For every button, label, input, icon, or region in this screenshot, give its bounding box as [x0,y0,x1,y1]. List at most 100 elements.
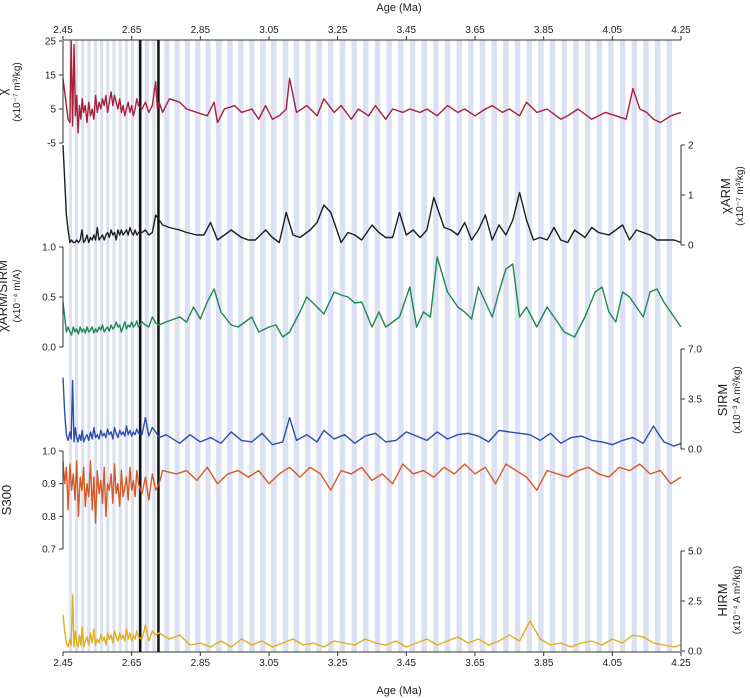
band-27 [305,40,311,652]
y-tick-label-s300-3: 0.7 [42,545,56,556]
band-29 [328,40,334,652]
x-tick-label-bottom-3: 3.05 [259,658,279,669]
y-tick-label-chi-2: 5 [50,105,56,116]
x-tick-label-bottom-0: 2.45 [53,658,73,669]
band-47 [538,40,544,652]
band-22 [249,40,255,652]
band-16 [184,40,191,652]
y-tick-label-sirm-0: 7.0 [688,345,702,356]
band-54 [619,40,626,652]
series-line-chi [62,40,682,134]
panel-label-text-sirm: SIRM [715,384,730,417]
band-46 [526,40,532,652]
x-tick-label-bottom-2: 2.85 [191,658,211,669]
band-28 [316,40,322,652]
band-48 [549,40,556,652]
plot-frame [63,39,681,653]
series-line-s300 [62,460,682,524]
band-58 [666,40,673,652]
series-line-sirm [62,377,682,447]
band-37 [421,40,427,652]
panel-label-text-chi_arm_sirm: χARM/SIRM [0,260,10,332]
panel-label-text-s300: S300 [0,485,14,515]
x-tick-label-bottom-7: 3.85 [534,658,554,669]
background-bands [69,40,673,652]
y-tick-label-hirm-0: 5.0 [688,547,702,558]
y-tick-label-sirm-1: 3.5 [688,395,702,406]
band-53 [608,40,614,652]
band-1 [75,40,79,652]
x-tick-label-bottom-5: 3.45 [397,658,417,669]
band-15 [174,40,180,652]
band-42 [479,40,486,652]
y-tick-label-chi_arm_sirm-1: 0.5 [42,293,56,304]
panel-label-text-chi_arm: χARM [718,178,733,214]
band-41 [468,40,474,652]
series-lines [62,40,682,648]
panel-label-text-hirm: HIRM [715,583,730,616]
panel-unit-chi_arm_sirm: (x10⁻⁴ m/A) [12,270,23,323]
band-24 [271,40,277,652]
band-7 [112,40,116,652]
band-6 [106,40,110,652]
x-tick-label-bottom-6: 3.65 [465,658,485,669]
band-34 [386,40,392,652]
band-26 [293,40,300,652]
band-4 [93,40,97,652]
band-33 [374,40,381,652]
panel-unit-hirm: (x10⁻⁴ A m²/kg) [732,566,743,634]
y-tick-label-chi_arm_sirm-0: 1.0 [42,243,56,254]
band-12 [144,40,149,652]
band-13 [152,40,156,652]
band-21 [238,40,244,652]
series-line-chi_arm [62,144,682,244]
y-tick-label-chi_arm-0: 2 [688,141,694,152]
series-line-hirm [62,594,682,648]
band-32 [363,40,369,652]
band-18 [205,40,211,652]
band-14 [164,40,170,652]
band-9 [124,40,128,652]
x-tick-label-bottom-4: 3.25 [328,658,348,669]
band-40 [456,40,462,652]
y-tick-label-sirm-2: 0.0 [688,445,702,456]
band-44 [503,40,509,652]
band-5 [100,40,104,652]
y-tick-label-chi_arm_sirm-2: 0.0 [42,343,56,354]
band-11 [137,40,140,652]
x-tick-label-top-7: 3.85 [534,25,554,36]
band-30 [339,40,346,652]
panel-label-chi: χ(x10⁻⁷ m³/kg) [0,62,23,121]
band-52 [596,40,603,652]
y-tick-label-hirm-1: 2.5 [688,597,702,608]
x-tick-label-bottom-9: 4.25 [671,658,691,669]
band-17 [195,40,201,652]
band-51 [584,40,591,652]
band-2 [81,40,85,652]
x-tick-label-top-1: 2.65 [122,25,142,36]
panel-label-chi_arm_sirm: χARM/SIRM (x10⁻⁴ m/A) [0,260,23,332]
band-3 [87,40,91,652]
x-axis-title-bottom: Age (Ma) [376,685,421,697]
panel-unit-sirm: (x10⁻³ A m²/kg) [732,366,743,434]
x-tick-label-bottom-8: 4.05 [603,658,623,669]
y-tick-label-chi-1: 15 [45,71,57,82]
band-20 [227,40,233,652]
band-23 [260,40,266,652]
band-19 [215,40,222,652]
band-31 [351,40,357,652]
panel-label-text-chi: χ [0,88,10,95]
x-tick-label-top-3: 3.05 [259,25,279,36]
panel-unit-chi: (x10⁻⁷ m³/kg) [12,62,23,121]
x-tick-label-top-8: 4.05 [603,25,623,36]
band-39 [444,40,451,652]
panel-label-chi_arm: χARM (x10⁻⁷ m³/kg) [718,166,746,225]
panel-label-s300: S300 [0,485,14,515]
band-50 [573,40,579,652]
band-55 [631,40,638,652]
x-tick-label-top-6: 3.65 [465,25,485,36]
band-36 [409,40,416,652]
band-43 [491,40,497,652]
band-8 [118,40,122,652]
